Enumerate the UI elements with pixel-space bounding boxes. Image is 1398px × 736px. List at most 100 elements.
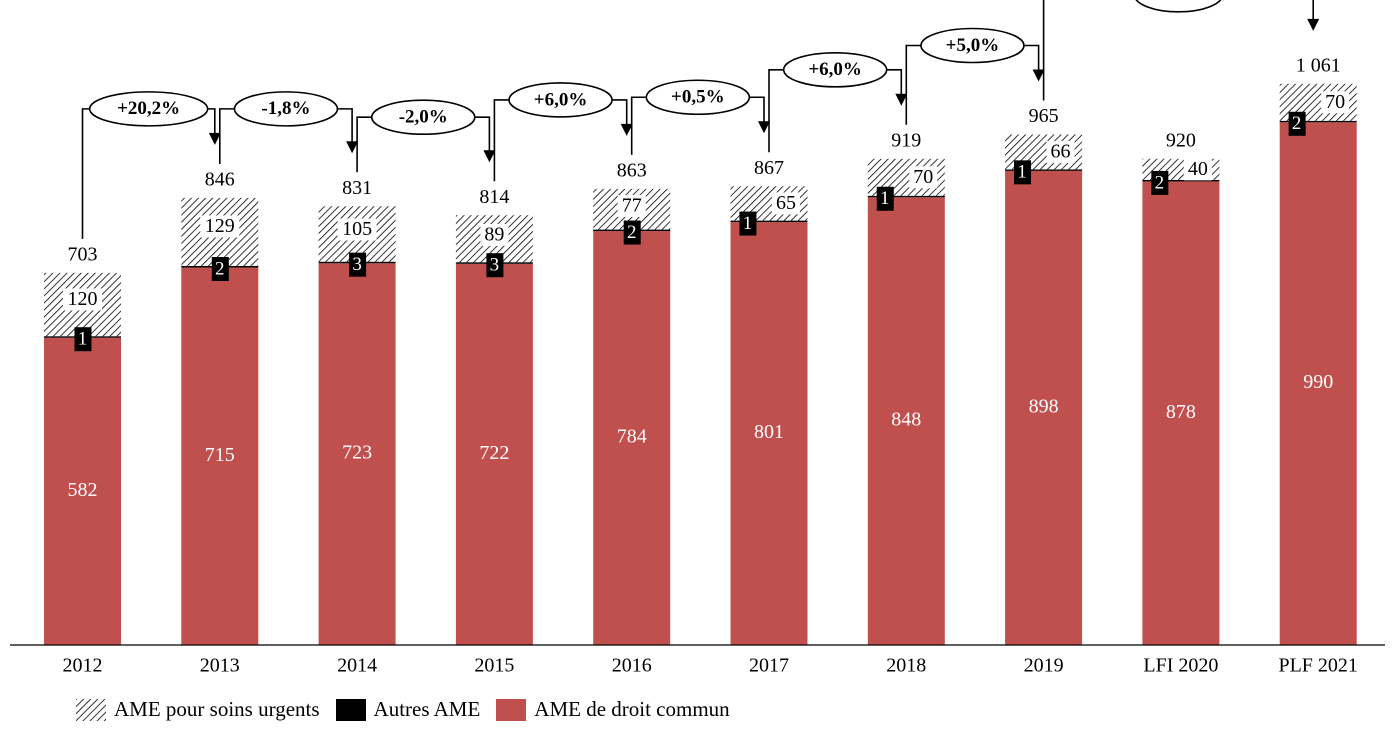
variation-ellipse: [920, 27, 1025, 64]
data-label-droit-commun: 878: [1166, 401, 1196, 423]
x-tick-label: 2013: [200, 655, 240, 677]
data-label-total: 965: [1029, 105, 1059, 127]
bar-autres-ame: [1005, 169, 1083, 171]
labels-layer: 582 120 1 703 715 129 2 846 723 105 3 831 722 89 3 814 7…: [63, 54, 1350, 501]
data-label-soins-urgents: 89: [484, 224, 504, 246]
data-label-box-soins-urgents: [1321, 91, 1350, 114]
data-label-droit-commun: 722: [479, 442, 509, 464]
data-label-autres-ame: 2: [1155, 172, 1165, 193]
legend-item-soins-urgents: AME pour soins urgents: [76, 697, 320, 722]
data-label-soins-urgents: 70: [913, 166, 933, 188]
variation-label: +0,5%: [671, 87, 725, 108]
data-label-box-soins-urgents: [1046, 140, 1075, 163]
x-tick-label: LFI 2020: [1143, 655, 1218, 677]
variation-arrowhead: [208, 132, 221, 145]
variation-arrowhead: [620, 123, 633, 136]
bar-droit-commun: [1279, 122, 1357, 645]
legend-label-autres-ame: Autres AME: [373, 697, 481, 721]
x-axis-tick-labels: 2012 2013 2014 2015 2016 2017 2018 2019 LFI 2020…: [63, 655, 1358, 677]
variation-label: -2,0%: [399, 107, 448, 128]
variation-ellipse: [782, 51, 888, 88]
variation-ellipse: [1135, 0, 1222, 13]
data-label-box-autres-ame: [739, 211, 757, 236]
variation-arrowhead: [758, 121, 770, 134]
data-label-soins-urgents: 66: [1051, 141, 1071, 163]
data-label-total: 814: [479, 186, 509, 208]
data-label-autres-ame: 2: [215, 258, 225, 279]
data-label-box-soins-urgents: [617, 194, 646, 217]
legend: AME pour soins urgents Autres AME AME de…: [76, 697, 746, 722]
data-label-box-soins-urgents: [771, 192, 800, 215]
variation-label: +20,2%: [117, 98, 180, 119]
variation-ellipse: [508, 82, 613, 118]
variation-label: +6,0%: [534, 89, 588, 110]
data-label-box-soins-urgents: [909, 166, 938, 189]
variation-arrowhead: [1307, 18, 1320, 31]
bar-droit-commun: [455, 263, 533, 645]
bar-droit-commun: [44, 337, 121, 645]
x-tick-label: 2017: [749, 655, 789, 677]
data-label-droit-commun: 898: [1029, 396, 1059, 418]
data-label-box-soins-urgents: [480, 223, 509, 246]
data-label-box-autres-ame: [1014, 160, 1032, 185]
bar-droit-commun: [867, 197, 945, 646]
data-label-droit-commun: 582: [68, 479, 98, 501]
x-tick-label: 2019: [1024, 655, 1064, 677]
data-label-total: 831: [342, 177, 372, 199]
variation-ellipse: [645, 79, 751, 116]
x-tick-label: PLF 2021: [1278, 655, 1357, 677]
legend-swatch-hatched: [76, 698, 106, 721]
data-label-box-soins-urgents: [200, 215, 240, 238]
data-label-droit-commun: 990: [1303, 371, 1333, 393]
data-label-box-autres-ame: [349, 252, 367, 277]
data-label-box-soins-urgents: [337, 218, 377, 241]
bar-droit-commun: [730, 222, 808, 645]
data-label-total: 867: [754, 157, 784, 179]
x-tick-label: 2014: [337, 655, 377, 677]
data-label-droit-commun: 723: [342, 442, 372, 464]
data-label-soins-urgents: 65: [776, 192, 796, 214]
variation-arrowhead: [895, 93, 908, 106]
variation-ellipse: [370, 99, 476, 136]
variation-label: +6,0%: [808, 59, 862, 80]
variation-arrowhead: [346, 141, 359, 154]
data-label-soins-urgents: 105: [342, 218, 372, 240]
variation-arrowhead: [483, 150, 496, 163]
data-label-box-autres-ame: [211, 256, 229, 281]
data-label-droit-commun: 801: [754, 421, 784, 443]
legend-item-droit-commun: AME de droit commun: [496, 697, 730, 722]
data-label-total: 920: [1166, 129, 1196, 151]
data-label-total: 1 061: [1296, 54, 1341, 76]
data-label-autres-ame: 1: [1017, 162, 1027, 183]
data-label-autres-ame: 2: [627, 222, 637, 243]
legend-swatch-red: [496, 698, 527, 721]
bars-layer: [44, 83, 1357, 646]
legend-swatch-black: [335, 698, 366, 721]
data-label-autres-ame: 2: [1292, 113, 1302, 134]
variation-connector-line: [1042, 0, 1314, 101]
x-tick-label: 2016: [612, 655, 652, 677]
x-tick-label: 2018: [886, 655, 926, 677]
bar-droit-commun: [1005, 170, 1083, 645]
data-label-autres-ame: 3: [490, 255, 500, 276]
data-label-box-autres-ame: [74, 327, 92, 352]
data-label-droit-commun: 848: [891, 409, 921, 431]
variation-label: +5,0%: [946, 35, 1000, 56]
data-label-soins-urgents: 77: [622, 195, 642, 217]
data-label-total: 863: [617, 159, 647, 181]
x-tick-label: 2015: [474, 655, 514, 677]
variation-arrowhead: [1032, 69, 1045, 82]
data-label-total: 846: [205, 168, 235, 190]
data-label-droit-commun: 784: [617, 426, 647, 448]
x-tick-label: 2012: [63, 655, 103, 677]
bar-autres-ame: [867, 195, 945, 198]
data-label-soins-urgents: 129: [205, 215, 235, 237]
data-label-droit-commun: 715: [205, 444, 235, 466]
data-label-box-autres-ame: [623, 220, 641, 245]
bar-autres-ame: [1142, 179, 1220, 182]
data-label-autres-ame: 1: [78, 329, 88, 350]
data-label-autres-ame: 1: [743, 213, 753, 234]
variation-arrows-layer: +20,2% -1,8% -2,0% +6,0% +0,5% +6,0% +5,0% +15%: [81, 0, 1320, 239]
variation-ellipse: [88, 91, 209, 127]
